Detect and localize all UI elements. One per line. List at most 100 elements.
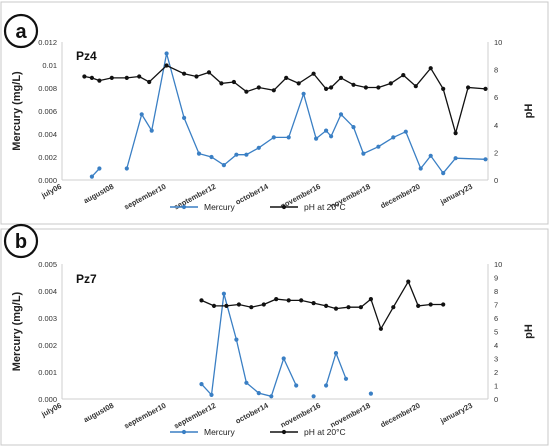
data-point: [82, 74, 87, 79]
series-line: [201, 293, 297, 398]
data-point: [368, 391, 373, 396]
data-point: [311, 301, 316, 306]
data-point: [324, 128, 329, 133]
y-tick-label: 0.01: [42, 61, 57, 70]
data-point: [324, 383, 329, 388]
data-point: [256, 391, 261, 396]
data-point: [466, 85, 471, 90]
y2-tick-label: 0: [494, 176, 498, 185]
data-point: [211, 303, 217, 308]
data-point: [428, 153, 433, 158]
data-point: [124, 75, 129, 80]
x-tick-label: october14: [234, 400, 271, 425]
series-mercury: [199, 291, 373, 399]
y2-axis-label: pH: [523, 324, 535, 339]
data-point: [388, 81, 393, 86]
data-point: [358, 305, 363, 310]
y2-tick-label: 6: [494, 93, 498, 102]
data-point: [391, 135, 396, 140]
legend-label: pH at 20°C: [304, 202, 346, 212]
y-tick-label: 0.001: [38, 368, 57, 377]
y-tick-label: 0.003: [38, 314, 57, 323]
data-point: [224, 303, 229, 308]
data-point: [311, 71, 316, 76]
chart-pz4: Pz4 0.000 0.002 0.004 0.006 0.008 0.01 0.012 0 2 4…: [11, 38, 535, 212]
data-point: [418, 166, 423, 171]
y-axis-label: Mercury (mg/L): [11, 291, 23, 371]
legend-swatch-marker: [281, 204, 287, 210]
y-tick-label: 0.002: [38, 341, 57, 350]
data-point: [97, 166, 102, 171]
y2-tick-label: 2: [494, 148, 498, 157]
x-tick-label: august08: [82, 182, 115, 205]
y2-tick-label: 4: [494, 341, 498, 350]
x-tick-label: january23: [438, 182, 474, 207]
y-tick-label: 0.012: [38, 38, 57, 47]
data-point: [299, 298, 304, 303]
data-point: [124, 166, 129, 171]
x-tick-label: september10: [122, 401, 167, 431]
series-ph: [82, 63, 488, 136]
data-point: [483, 157, 488, 162]
data-point: [137, 74, 142, 79]
x-tick-label: december20: [379, 182, 422, 211]
data-point: [351, 125, 356, 130]
y-tick-label: 0.000: [38, 176, 57, 185]
data-point: [219, 81, 224, 86]
data-point: [441, 302, 446, 307]
y2-tick-label: 1: [494, 382, 498, 391]
y-tick-label: 0.008: [38, 84, 57, 93]
x-tick-label: august08: [82, 401, 115, 424]
data-point: [378, 326, 383, 331]
data-point: [139, 112, 144, 117]
series-line: [126, 53, 486, 175]
data-point: [284, 75, 289, 80]
y2-tick-label: 2: [494, 368, 498, 377]
data-point: [271, 88, 276, 93]
y-tick-label: 0.000: [38, 395, 57, 404]
data-point: [329, 85, 334, 90]
x-tick-label: october14: [234, 181, 271, 206]
series-line: [325, 351, 347, 386]
legend-swatch-marker: [181, 204, 187, 210]
y2-tick-label: 0: [494, 395, 498, 404]
data-point: [244, 380, 249, 385]
data-point: [453, 131, 458, 136]
panel-b-badge: b: [3, 223, 39, 259]
panel-b-badge-letter: b: [15, 231, 27, 253]
data-point: [416, 303, 421, 308]
data-point: [343, 376, 349, 381]
legend: Mercury pH at 20°C: [170, 427, 346, 437]
data-point: [199, 382, 204, 387]
data-point: [401, 73, 406, 78]
panel-a-badge-letter: a: [15, 21, 27, 43]
data-point: [182, 115, 187, 120]
data-point: [164, 63, 169, 68]
data-point: [324, 303, 329, 308]
data-point: [234, 337, 239, 342]
data-point: [296, 81, 301, 86]
y2-tick-label: 8: [494, 66, 498, 75]
data-point: [376, 144, 381, 149]
y2-tick-label: 8: [494, 287, 498, 296]
data-point: [209, 392, 214, 397]
data-point: [346, 305, 351, 310]
data-point: [363, 85, 368, 90]
panel-a-badge: a: [3, 13, 39, 49]
data-point: [338, 112, 344, 117]
chart-title: Pz4: [76, 49, 97, 63]
data-point: [221, 163, 226, 168]
data-point: [256, 145, 261, 150]
data-point: [311, 394, 316, 399]
data-point: [324, 86, 329, 91]
data-point: [194, 74, 199, 79]
x-tick-label: september10: [122, 182, 167, 212]
legend-swatch-marker: [181, 429, 187, 435]
y-tick-label: 0.006: [38, 107, 57, 116]
data-point: [483, 86, 488, 91]
y2-tick-label: 7: [494, 301, 498, 310]
y2-tick-label: 5: [494, 328, 498, 337]
data-point: [164, 51, 169, 56]
data-point: [109, 75, 114, 80]
x-tick-label: november18: [329, 401, 372, 430]
